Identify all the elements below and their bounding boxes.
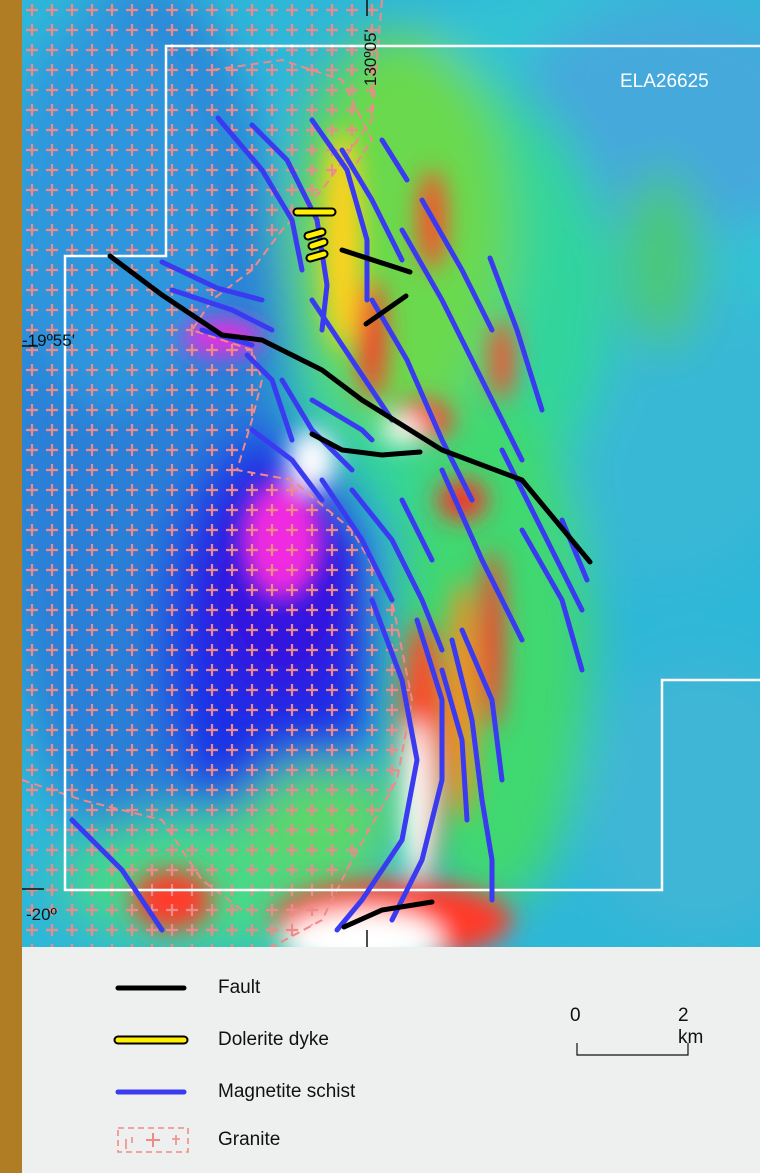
scale-start-label: 0 bbox=[570, 1005, 581, 1026]
tenement-boundary bbox=[63, 44, 760, 892]
scale-bar: 0 2 km bbox=[570, 1005, 710, 1065]
graticule-ticks bbox=[22, 0, 368, 947]
magnetite-schist-lines bbox=[69, 115, 590, 933]
legend-item-fault: Fault bbox=[112, 973, 512, 1003]
magnetite-schist-swatch bbox=[115, 1089, 187, 1095]
legend-label: Magnetite schist bbox=[218, 1081, 356, 1102]
legend-label: Dolerite dyke bbox=[218, 1029, 329, 1050]
dolerite-dyke-swatch bbox=[113, 1035, 189, 1045]
fault-swatch bbox=[115, 985, 187, 991]
granite-area bbox=[22, 0, 412, 947]
legend-label: Fault bbox=[218, 977, 261, 998]
scale-line bbox=[576, 1043, 689, 1056]
granite-swatch bbox=[117, 1127, 189, 1153]
latitude-label-south: -20º bbox=[26, 905, 57, 924]
granite-boundary bbox=[190, 0, 414, 947]
magnetic-anomaly-image bbox=[22, 0, 760, 947]
longitude-label: 130º05' bbox=[361, 29, 380, 86]
fault-lines bbox=[107, 247, 593, 930]
dolerite-dyke-lines bbox=[292, 207, 337, 263]
scale-end-label: 2 km bbox=[678, 1005, 704, 1048]
legend: Fault Dolerite dyke Magnetite schist Gra… bbox=[22, 947, 760, 1173]
legend-label: Granite bbox=[218, 1129, 281, 1150]
tenement-label: ELA26625 bbox=[620, 71, 709, 92]
legend-item-magnetite-schist: Magnetite schist bbox=[112, 1077, 512, 1107]
legend-item-dolerite-dyke: Dolerite dyke bbox=[112, 1025, 512, 1055]
legend-item-granite: Granite bbox=[112, 1125, 512, 1155]
magnetic-map: ELA26625 130º05' -19º55' -20º bbox=[22, 0, 760, 947]
latitude-label-north: -19º55' bbox=[22, 331, 75, 350]
